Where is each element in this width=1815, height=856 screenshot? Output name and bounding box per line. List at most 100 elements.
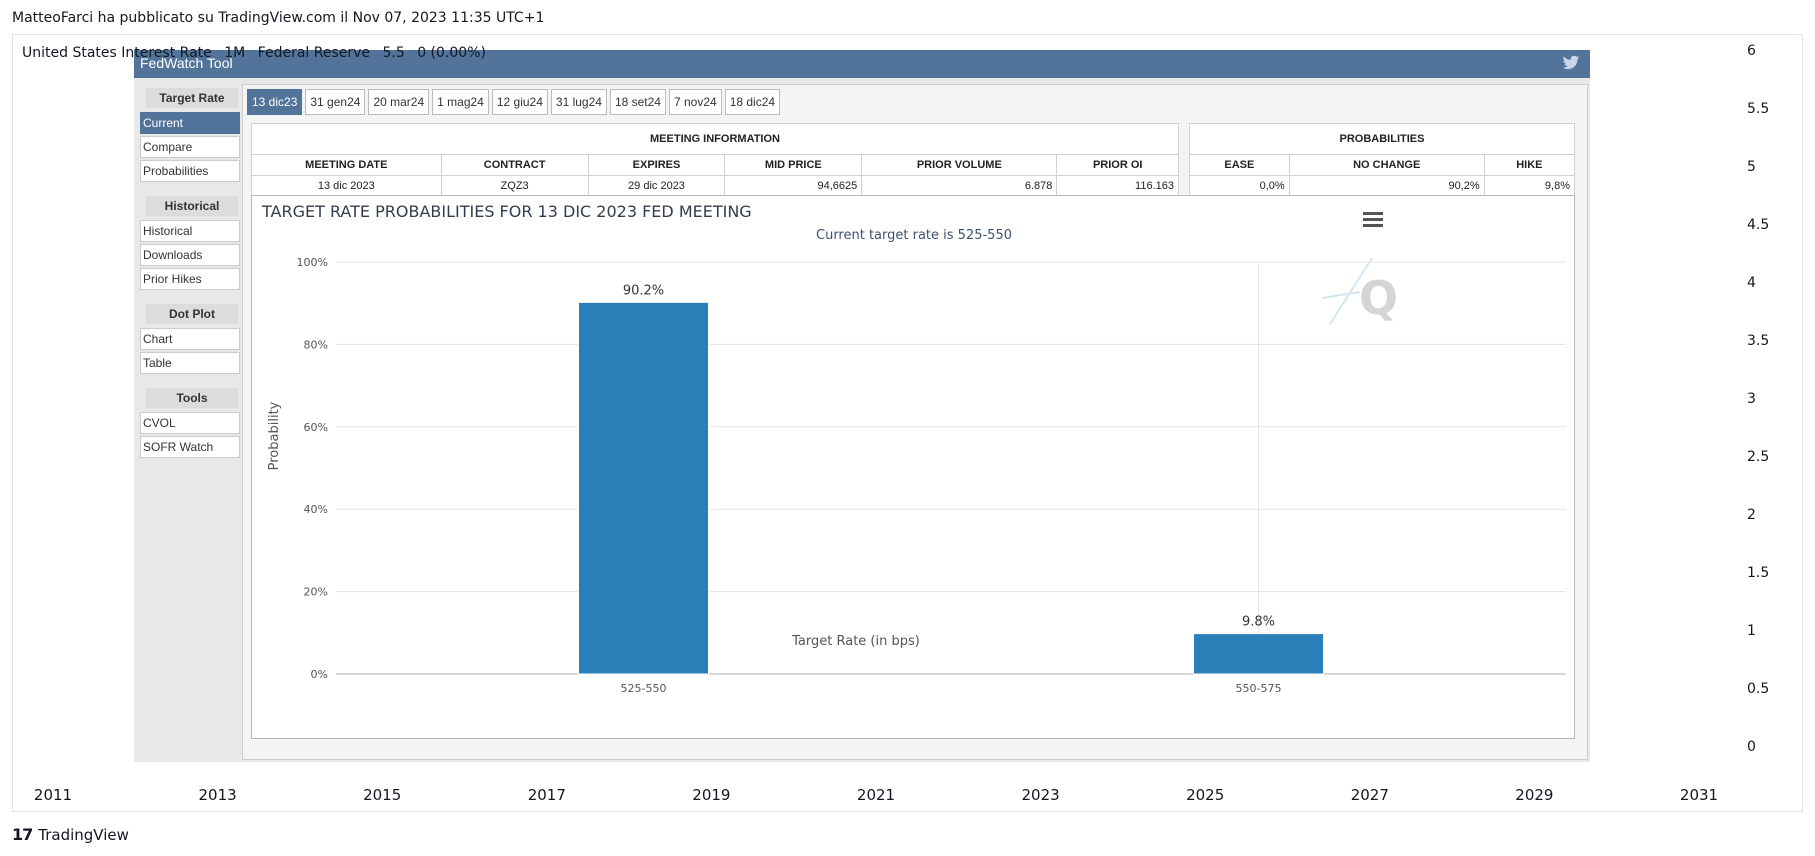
- tab-meeting[interactable]: 7 nov24: [668, 89, 722, 115]
- chart-subtitle: Current target rate is 525-550: [816, 228, 1012, 243]
- sidebar-item-historical[interactable]: Historical: [140, 220, 240, 242]
- fedwatch-sidebar: Target Rate Current Compare Probabilities Hi…: [140, 84, 240, 468]
- price-axis-tick: 5.5: [1747, 101, 1770, 117]
- chart-title: TARGET RATE PROBABILITIES FOR 13 DIC 202…: [261, 202, 752, 221]
- tradingview-logo-icon: 17: [12, 825, 33, 844]
- column-header: EXPIRES: [587, 154, 726, 176]
- data-label: 9.8%: [1242, 615, 1275, 630]
- price-axis-tick: 5: [1747, 159, 1756, 175]
- column-header: PRIOR OI: [1056, 154, 1179, 176]
- time-axis-tick: 2029: [1515, 786, 1554, 804]
- price-axis-tick: 1.5: [1747, 565, 1770, 581]
- price-axis-tick: 4.5: [1747, 217, 1770, 233]
- table-cell: ZQZ3: [440, 175, 589, 197]
- symbol-value: 5.5: [382, 45, 405, 61]
- y-tick-label: 40%: [304, 503, 328, 516]
- sidebar-item-downloads[interactable]: Downloads: [140, 244, 240, 266]
- time-axis-tick: 2013: [198, 786, 237, 804]
- sidebar-heading: Tools: [146, 388, 238, 408]
- sidebar-item-cvol[interactable]: CVOL: [140, 412, 240, 434]
- sidebar-item-compare[interactable]: Compare: [140, 136, 240, 158]
- table-cell: 13 dic 2023: [251, 175, 442, 197]
- bar-525-550: [578, 301, 709, 675]
- time-axis-tick: 2017: [527, 786, 566, 804]
- chart-svg: TARGET RATE PROBABILITIES FOR 13 DIC 202…: [261, 202, 1566, 695]
- fedwatch-main: 13 dic23 31 gen24 20 mar24 1 mag24 12 giu24 3…: [242, 84, 1588, 760]
- fedwatch-panel: FedWatch Tool Target Rate Current Compare P…: [134, 50, 1590, 762]
- tab-meeting[interactable]: 18 set24: [609, 89, 666, 115]
- symbol-name: United States Interest Rate: [22, 45, 212, 61]
- sidebar-item-table[interactable]: Table: [140, 352, 240, 374]
- table-row: 0,0% 90,2% 9,8%: [1189, 175, 1576, 197]
- twitter-icon[interactable]: [1562, 55, 1580, 71]
- meeting-tabs: 13 dic23 31 gen24 20 mar24 1 mag24 12 giu24 3…: [247, 89, 781, 115]
- x-axis-title: Target Rate (in bps): [791, 634, 920, 649]
- sidebar-heading: Dot Plot: [146, 304, 238, 324]
- y-tick-label: 80%: [304, 338, 328, 351]
- probabilities-title: PROBABILITIES: [1189, 123, 1575, 155]
- brand-name: TradingView: [38, 825, 129, 844]
- time-axis-tick: 2027: [1350, 786, 1389, 804]
- symbol-change: 0 (0.00%): [417, 45, 486, 61]
- attribution-text: MatteoFarci ha pubblicato su TradingView…: [12, 10, 545, 26]
- plot-area: 0% 20% 40% 60% 80% 100% 90.2% 525-550 9.8% 550-57…: [297, 256, 1566, 695]
- price-axis-tick: 0.5: [1747, 681, 1770, 697]
- price-axis-tick: 4: [1747, 275, 1756, 291]
- time-axis-tick: 2011: [33, 786, 73, 804]
- column-header: HIKE: [1483, 154, 1576, 176]
- price-axis-tick: 6: [1747, 43, 1756, 59]
- price-axis-tick: 3.5: [1747, 333, 1770, 349]
- price-axis-tick: 1: [1747, 623, 1756, 639]
- tab-meeting[interactable]: 13 dic23: [247, 89, 303, 115]
- tradingview-logo[interactable]: 17 TradingView: [12, 825, 129, 844]
- tab-meeting[interactable]: 1 mag24: [432, 89, 489, 115]
- table-cell: 29 dic 2023: [587, 175, 726, 197]
- column-header: NO CHANGE: [1288, 154, 1485, 176]
- x-tick-label: 550-575: [1236, 682, 1282, 695]
- chart-menu-icon[interactable]: [1363, 212, 1383, 227]
- table-cell: 0,0%: [1189, 175, 1290, 197]
- sidebar-item-chart[interactable]: Chart: [140, 328, 240, 350]
- watermark-q-icon: Q: [1321, 257, 1398, 325]
- probability-chart: TARGET RATE PROBABILITIES FOR 13 DIC 202…: [251, 195, 1575, 739]
- svg-text:Q: Q: [1359, 271, 1398, 325]
- sidebar-item-sofr-watch[interactable]: SOFR Watch: [140, 436, 240, 458]
- tab-meeting[interactable]: 31 gen24: [305, 89, 366, 115]
- table-cell: 9,8%: [1483, 175, 1576, 197]
- bar-550-575: [1193, 633, 1324, 675]
- time-axis-tick: 2031: [1679, 786, 1719, 804]
- y-axis-title: Probability: [267, 401, 282, 470]
- column-header: PRIOR VOLUME: [861, 154, 1058, 176]
- y-tick-label: 60%: [304, 421, 328, 434]
- tab-meeting[interactable]: 31 lug24: [550, 89, 607, 115]
- sidebar-item-probabilities[interactable]: Probabilities: [140, 160, 240, 182]
- meeting-info-table: MEETING INFORMATION MEETING DATE CONTRACT…: [251, 123, 1179, 197]
- sidebar-item-prior-hikes[interactable]: Prior Hikes: [140, 268, 240, 290]
- table-row: 13 dic 2023 ZQZ3 29 dic 2023 94,6625 6.878 11…: [251, 175, 1179, 197]
- fedwatch-titlebar: FedWatch Tool: [134, 50, 1590, 78]
- time-axis-tick: 2023: [1021, 786, 1060, 804]
- sidebar-heading: Target Rate: [146, 88, 238, 108]
- symbol-interval: 1M: [224, 45, 246, 61]
- tab-meeting[interactable]: 12 giu24: [491, 89, 548, 115]
- time-axis-tick: 2025: [1186, 786, 1225, 804]
- column-header: CONTRACT: [440, 154, 589, 176]
- time-axis-tick: 2021: [856, 786, 896, 804]
- table-cell: 6.878: [861, 175, 1058, 197]
- time-axis-tick: 2015: [363, 786, 402, 804]
- y-tick-label: 20%: [304, 586, 328, 599]
- sidebar-heading: Historical: [146, 196, 238, 216]
- price-axis-tick: 2.5: [1747, 449, 1770, 465]
- tab-meeting[interactable]: 18 dic24: [724, 89, 781, 115]
- column-header: MID PRICE: [724, 154, 863, 176]
- sidebar-item-current[interactable]: Current: [140, 112, 240, 134]
- probabilities-table: PROBABILITIES EASE NO CHANGE HIKE 0,0% 90,2…: [1189, 123, 1576, 197]
- tab-meeting[interactable]: 20 mar24: [368, 89, 430, 115]
- fedwatch-title: FedWatch Tool: [140, 55, 233, 71]
- meeting-info-title: MEETING INFORMATION: [251, 123, 1179, 155]
- column-header: EASE: [1189, 154, 1290, 176]
- column-header: MEETING DATE: [251, 154, 442, 176]
- table-cell: 90,2%: [1288, 175, 1485, 197]
- y-tick-label: 100%: [297, 256, 328, 269]
- symbol-legend: United States Interest Rate 1M Federal R…: [22, 45, 494, 61]
